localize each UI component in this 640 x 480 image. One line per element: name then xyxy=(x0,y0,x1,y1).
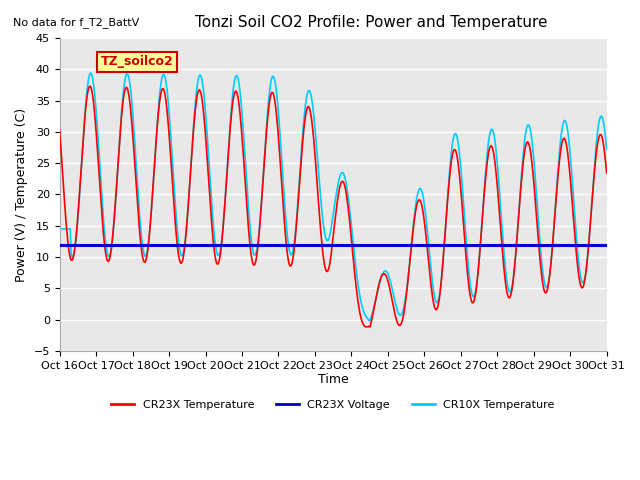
Text: No data for f_T2_BattV: No data for f_T2_BattV xyxy=(13,17,139,28)
Title: Tonzi Soil CO2 Profile: Power and Temperature: Tonzi Soil CO2 Profile: Power and Temper… xyxy=(195,15,548,30)
Text: TZ_soilco2: TZ_soilco2 xyxy=(100,55,173,68)
X-axis label: Time: Time xyxy=(318,373,349,386)
Legend: CR23X Temperature, CR23X Voltage, CR10X Temperature: CR23X Temperature, CR23X Voltage, CR10X … xyxy=(107,395,559,414)
Y-axis label: Power (V) / Temperature (C): Power (V) / Temperature (C) xyxy=(15,108,28,282)
